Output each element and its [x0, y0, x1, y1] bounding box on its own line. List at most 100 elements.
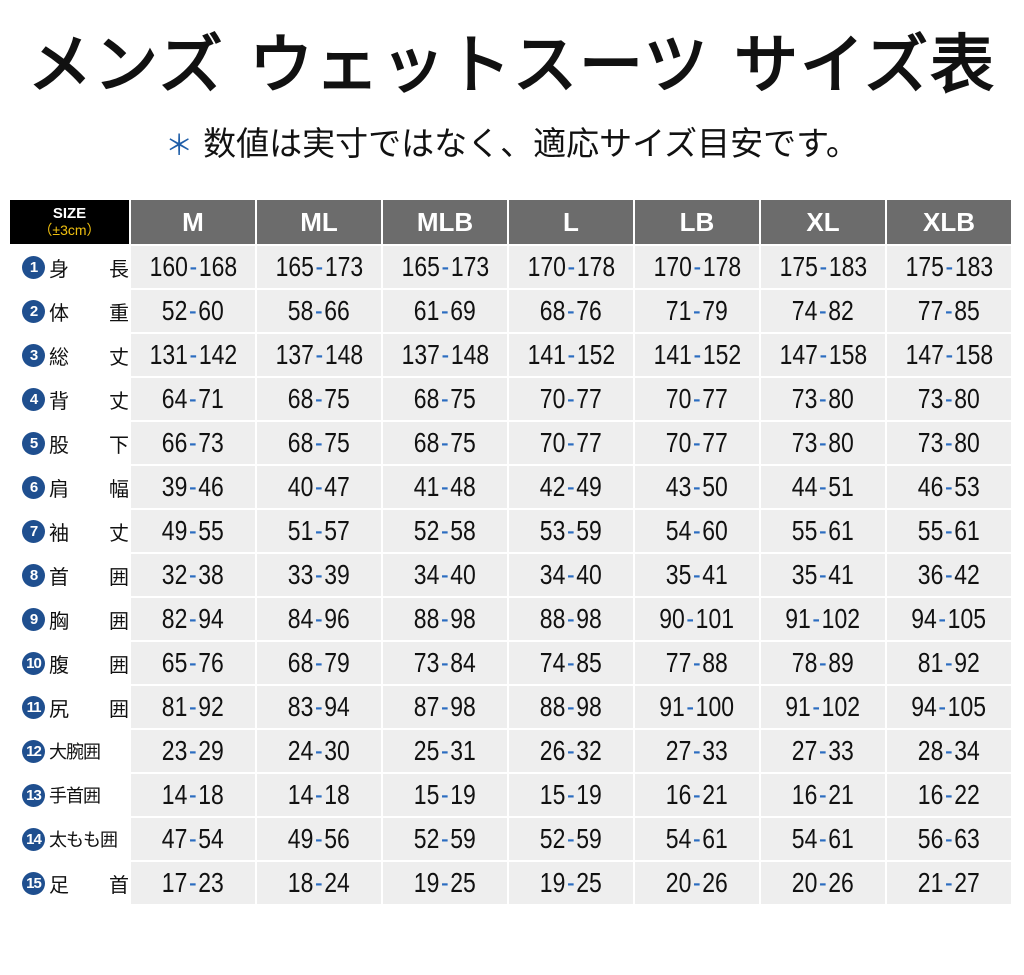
range-min: 20 — [665, 867, 692, 898]
value-range: 15-19 — [414, 779, 476, 811]
row-label: 体重 — [49, 300, 129, 325]
range-max: 148 — [324, 339, 363, 370]
range-separator: - — [686, 691, 695, 722]
range-max: 102 — [822, 691, 861, 722]
value-range: 141-152 — [527, 339, 615, 371]
range-min: 73 — [917, 383, 944, 414]
range-min: 70 — [665, 383, 692, 414]
column-header-lb: LB — [633, 198, 761, 246]
range-min: 70 — [539, 383, 566, 414]
range-separator: - — [441, 779, 449, 810]
value-range: 36-42 — [918, 559, 980, 591]
row-number-badge: 12 — [22, 739, 45, 763]
range-separator: - — [189, 559, 197, 590]
range-max: 38 — [198, 559, 225, 590]
range-max: 22 — [954, 779, 981, 810]
range-min: 34 — [539, 559, 566, 590]
table-row: 14 太もも囲 47-54 49-56 52-59 52-59 54-61 54-61 56-6… — [8, 816, 1013, 862]
range-separator: - — [441, 647, 449, 678]
range-max: 152 — [576, 339, 615, 370]
range-max: 77 — [576, 383, 603, 414]
value-range: 40-47 — [288, 471, 350, 503]
range-separator: - — [189, 251, 197, 282]
value-cell: 46-53 — [885, 464, 1013, 510]
size-label: SIZE — [52, 205, 87, 222]
range-separator: - — [567, 427, 575, 458]
value-range: 137-148 — [275, 339, 363, 371]
range-separator: - — [441, 515, 449, 546]
range-max: 61 — [954, 515, 981, 546]
range-max: 59 — [450, 823, 477, 854]
range-min: 27 — [791, 735, 818, 766]
value-cell: 91-100 — [633, 684, 761, 730]
value-cell: 17-23 — [129, 860, 257, 906]
value-range: 91-102 — [786, 603, 861, 635]
size-chart-table: SIZE （±3cm） M ML MLB L LB XL XLB 1 身長 160-168 165… — [8, 198, 1013, 906]
value-range: 90-101 — [660, 603, 735, 635]
range-max: 18 — [324, 779, 351, 810]
value-range: 19-25 — [414, 867, 476, 899]
range-max: 158 — [954, 339, 993, 370]
value-cell: 94-105 — [885, 684, 1013, 730]
value-cell: 53-59 — [507, 508, 635, 554]
value-range: 70-77 — [540, 383, 602, 415]
range-separator: - — [441, 603, 449, 634]
row-number-badge: 9 — [22, 607, 45, 631]
value-range: 175-183 — [779, 251, 867, 283]
value-range: 77-85 — [918, 295, 980, 327]
table-row: 15 足首 17-23 18-24 19-25 19-25 20-26 20-26 21-27 — [8, 860, 1013, 906]
row-label-cell: 3 総丈 — [8, 332, 131, 378]
range-separator: - — [441, 867, 449, 898]
row-label-cell: 15 足首 — [8, 860, 131, 906]
range-max: 158 — [828, 339, 867, 370]
range-min: 14 — [161, 779, 188, 810]
value-range: 91-102 — [786, 691, 861, 723]
range-min: 147 — [779, 339, 818, 370]
value-cell: 165-173 — [381, 244, 509, 290]
range-separator: - — [945, 867, 953, 898]
value-cell: 68-75 — [255, 376, 383, 422]
value-cell: 56-63 — [885, 816, 1013, 862]
value-range: 61-69 — [414, 295, 476, 327]
row-label: 胸囲 — [49, 608, 129, 633]
value-range: 66-73 — [162, 427, 224, 459]
range-max: 51 — [828, 471, 855, 502]
value-cell: 68-76 — [507, 288, 635, 334]
value-cell: 55-61 — [885, 508, 1013, 554]
range-separator: - — [441, 471, 449, 502]
value-cell: 15-19 — [507, 772, 635, 818]
range-separator: - — [189, 735, 197, 766]
table-row: 5 股下 66-73 68-75 68-75 70-77 70-77 73-80 73-80 — [8, 420, 1013, 466]
range-min: 94 — [911, 603, 938, 634]
range-separator: - — [567, 295, 575, 326]
value-range: 64-71 — [162, 383, 224, 415]
range-min: 88 — [413, 603, 440, 634]
range-min: 87 — [413, 691, 440, 722]
value-cell: 73-80 — [885, 420, 1013, 466]
subtitle-text: 数値は実寸ではなく、適応サイズ目安です。 — [203, 124, 859, 163]
range-min: 68 — [287, 427, 314, 458]
range-min: 71 — [665, 295, 692, 326]
range-max: 102 — [822, 603, 861, 634]
range-max: 79 — [702, 295, 729, 326]
value-cell: 68-79 — [255, 640, 383, 686]
range-min: 35 — [791, 559, 818, 590]
range-min: 42 — [539, 471, 566, 502]
row-label: 手首囲 — [49, 786, 101, 807]
value-range: 68-75 — [414, 383, 476, 415]
range-min: 70 — [665, 427, 692, 458]
range-min: 14 — [287, 779, 314, 810]
value-range: 74-85 — [540, 647, 602, 679]
table-row: 8 首囲 32-38 33-39 34-40 34-40 35-41 35-41 36-42 — [8, 552, 1013, 598]
range-max: 73 — [198, 427, 225, 458]
range-min: 170 — [653, 251, 692, 282]
value-cell: 52-59 — [381, 816, 509, 862]
row-label: 大腕囲 — [49, 742, 101, 763]
value-cell: 24-30 — [255, 728, 383, 774]
range-min: 51 — [287, 515, 314, 546]
range-separator: - — [945, 515, 953, 546]
range-max: 94 — [198, 603, 225, 634]
range-min: 28 — [917, 735, 944, 766]
row-label: 腹囲 — [49, 652, 129, 677]
range-max: 30 — [324, 735, 351, 766]
